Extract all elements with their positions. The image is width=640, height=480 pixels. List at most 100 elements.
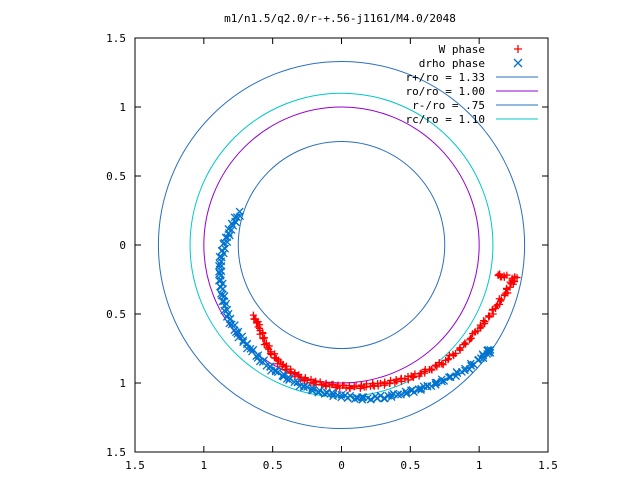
data-point	[222, 299, 231, 308]
data-point	[216, 289, 225, 298]
series-w-phase	[249, 270, 521, 393]
data-point	[271, 367, 280, 376]
reference-circle	[237, 141, 446, 349]
data-point	[462, 340, 470, 348]
series-drho-phase	[214, 207, 495, 404]
data-point	[345, 382, 353, 390]
data-point	[476, 321, 484, 329]
data-point	[219, 239, 228, 248]
x-tick-label: 1	[476, 459, 483, 472]
data-point	[328, 381, 336, 389]
data-point	[308, 384, 317, 392]
data-point	[346, 391, 355, 400]
data-point	[504, 289, 512, 297]
data-point	[219, 284, 227, 293]
data-point	[414, 385, 423, 394]
data-point	[293, 378, 302, 387]
x-tick-label: 1	[201, 459, 208, 472]
data-point	[428, 366, 436, 374]
axis-ticks: 1.5 1 0.5 0 0.5 1 1.51.510.500.511.5	[106, 32, 558, 472]
data-point	[385, 380, 393, 388]
data-point	[359, 393, 368, 401]
reference-circle	[189, 92, 494, 398]
data-point	[346, 385, 354, 393]
data-point	[438, 377, 446, 386]
legend-label: W phase	[439, 43, 485, 56]
y-tick-label: 1.5	[106, 446, 126, 459]
data-point	[250, 315, 258, 323]
data-point	[496, 273, 504, 281]
data-point	[440, 377, 449, 385]
data-point	[438, 360, 446, 368]
y-tick-label: 0.5	[106, 170, 126, 183]
data-point	[427, 365, 435, 373]
data-point	[259, 335, 267, 343]
data-point	[497, 296, 505, 304]
x-tick-label: 0	[338, 459, 345, 472]
data-point	[444, 373, 453, 382]
data-point	[444, 356, 452, 364]
data-point	[387, 376, 395, 384]
data-point	[379, 394, 388, 403]
data-point	[315, 386, 324, 395]
data-point	[253, 354, 262, 362]
data-point	[225, 319, 234, 328]
data-point	[226, 314, 235, 323]
data-point	[508, 274, 516, 282]
data-point	[264, 344, 272, 352]
data-point	[234, 327, 243, 336]
data-point	[480, 317, 488, 325]
data-point	[431, 378, 440, 387]
data-point	[402, 389, 411, 398]
y-tick-label: 1	[119, 101, 126, 114]
data-point	[215, 252, 224, 261]
data-point	[229, 221, 238, 230]
data-point	[486, 345, 495, 354]
data-point	[267, 351, 275, 359]
data-point	[278, 361, 286, 369]
data-point	[393, 390, 402, 399]
x-tick-label: 1.5	[538, 459, 558, 472]
data-point	[409, 388, 418, 397]
data-point	[337, 393, 346, 402]
legend-label: r+/ro = 1.33	[406, 71, 485, 84]
data-point	[218, 297, 227, 306]
legend-marker	[513, 58, 523, 68]
plot-frame	[134, 37, 549, 453]
data-point	[500, 291, 508, 299]
legend-label: rc/ro = 1.10	[406, 113, 485, 126]
data-point	[439, 361, 447, 369]
legend-marker	[514, 45, 522, 53]
data-point	[286, 368, 294, 376]
data-point	[224, 229, 233, 237]
y-tick-label: 1.5	[106, 32, 126, 45]
y-tick-label: 0.5	[106, 308, 126, 321]
data-point	[282, 374, 291, 383]
data-point	[366, 395, 375, 404]
data-point	[220, 306, 229, 315]
data-point	[279, 372, 288, 381]
y-tick-label: 0	[119, 239, 126, 252]
reference-circle	[203, 106, 480, 384]
reference-circle	[157, 60, 526, 430]
chart-title: m1/n1.5/q2.0/r-+.56-j1161/M4.0/2048	[224, 12, 456, 25]
data-point	[456, 344, 464, 352]
legend-label: drho phase	[419, 57, 485, 70]
data-point	[467, 335, 475, 343]
data-point	[215, 261, 223, 270]
data-series	[214, 207, 521, 404]
data-point	[363, 380, 371, 388]
data-point	[485, 312, 493, 320]
data-point	[453, 369, 462, 378]
data-point	[215, 269, 224, 278]
data-point	[461, 339, 469, 347]
data-point	[460, 366, 469, 375]
data-point	[417, 386, 425, 395]
data-point	[322, 382, 330, 390]
data-point	[299, 383, 308, 392]
data-point	[215, 267, 223, 276]
x-tick-label: 0.5	[263, 459, 283, 472]
data-point	[373, 394, 382, 402]
data-point	[254, 323, 262, 331]
